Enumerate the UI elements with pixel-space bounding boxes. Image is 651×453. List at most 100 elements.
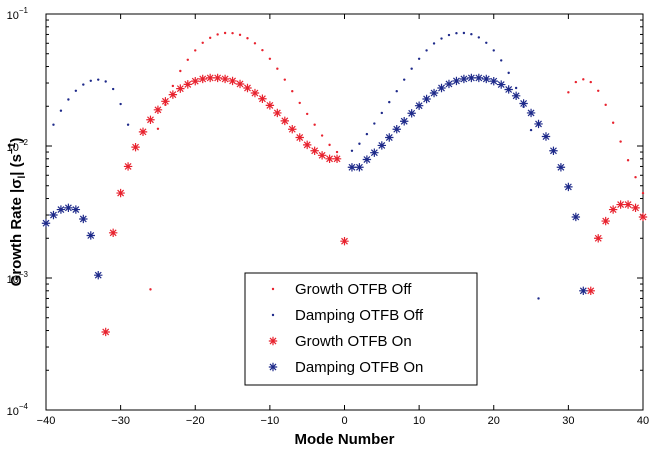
data-point-dot (574, 80, 578, 84)
x-tick-label: 40 (637, 415, 649, 427)
data-point-star (131, 142, 140, 152)
data-point-dot (253, 42, 257, 45)
data-point-dot (194, 49, 197, 52)
data-point-star (86, 231, 95, 240)
data-point-dot (403, 78, 406, 81)
data-point-star (116, 188, 125, 198)
y-axis-title-end: ) (8, 138, 25, 143)
data-point-dot (305, 112, 309, 116)
data-point-star (407, 109, 416, 118)
data-point-dot (500, 59, 503, 62)
data-point-star (325, 154, 334, 163)
data-point-star (250, 88, 260, 98)
data-point-star (288, 125, 297, 134)
data-point-star (564, 182, 573, 192)
y-tick-label-exponent: −1 (19, 6, 29, 15)
data-point-dot (388, 100, 391, 104)
y-axis-ticks: 10−410−310−210−1 (7, 6, 643, 418)
x-tick-label: −20 (186, 415, 205, 427)
data-point-dot (462, 31, 466, 35)
data-point-star (183, 80, 192, 89)
data-point-dot (313, 123, 316, 126)
legend-marker-star (268, 336, 278, 346)
data-point-dot (619, 140, 622, 143)
data-point-star (385, 133, 394, 142)
data-point-dot (537, 297, 540, 300)
data-point-dot (59, 109, 63, 112)
data-point-star (444, 79, 454, 89)
data-point-star (228, 76, 237, 86)
data-point-star (489, 76, 498, 86)
data-point-star (355, 163, 364, 172)
data-point-dot (365, 132, 369, 136)
data-point-dot (156, 127, 160, 130)
x-tick-label: 10 (413, 415, 425, 427)
data-point-dot (111, 87, 115, 91)
data-point-star (79, 214, 88, 224)
data-marks (41, 31, 648, 337)
data-point-dot (246, 37, 249, 40)
data-point-star (340, 237, 349, 246)
data-point-star (392, 125, 401, 134)
data-point-dot (604, 103, 607, 107)
data-point-star (571, 212, 581, 222)
legend-label: Damping OTFB On (295, 359, 423, 376)
x-tick-label: 20 (488, 415, 500, 427)
data-point-star (437, 83, 446, 93)
data-point-star (317, 151, 327, 160)
data-point-dot (186, 58, 189, 61)
data-point-dot (432, 42, 436, 45)
data-point-dot (208, 36, 212, 40)
data-point-star (146, 115, 155, 124)
data-point-star (71, 205, 81, 214)
data-point-dot (380, 111, 384, 115)
x-tick-label: −10 (261, 415, 280, 427)
data-point-dot (373, 122, 376, 125)
data-point-star (631, 203, 640, 213)
data-point-star (526, 108, 536, 118)
y-tick-label-base: 10 (7, 142, 19, 154)
y-tick-label: 10−2 (7, 138, 29, 154)
data-point-dot (350, 149, 354, 152)
data-point-dot (119, 102, 122, 106)
y-tick-label-base: 10 (7, 274, 19, 286)
data-point-star (556, 163, 566, 172)
data-point-star (258, 94, 267, 103)
data-point-star (474, 73, 484, 83)
data-point-dot (492, 49, 495, 52)
data-point-star (519, 99, 528, 108)
data-point-star (608, 205, 618, 214)
x-tick-label: −30 (111, 415, 130, 427)
series-growth-otfb-on (101, 73, 648, 337)
data-point-star (459, 74, 469, 84)
data-point-star (414, 101, 424, 110)
data-point-star (220, 74, 230, 84)
data-point-star (579, 286, 588, 295)
data-point-dot (514, 86, 518, 90)
data-point-dot (395, 90, 398, 93)
data-point-star (347, 163, 357, 172)
data-point-dot (298, 101, 301, 105)
data-point-star (273, 108, 282, 118)
data-point-dot (89, 79, 92, 82)
y-tick-label: 10−4 (7, 402, 29, 418)
y-tick-label-base: 10 (7, 10, 19, 22)
data-point-dot (328, 143, 331, 147)
y-tick-label-exponent: −3 (19, 270, 29, 279)
data-point-star (497, 80, 506, 89)
legend-entries: Growth OTFB Off Damping OTFB Off Growth OT… (268, 281, 424, 376)
data-point-star (56, 205, 66, 214)
data-point-star (41, 219, 51, 228)
data-point-star (422, 94, 431, 104)
data-point-star (467, 73, 476, 83)
data-point-star (108, 228, 118, 237)
data-point-star (549, 146, 558, 155)
data-point-dot (440, 37, 443, 40)
data-point-dot (82, 83, 85, 86)
data-point-dot (470, 33, 473, 36)
legend-marker-dot (271, 287, 275, 291)
data-point-star (638, 212, 648, 222)
data-point-star (332, 154, 342, 163)
x-tick-label: 30 (562, 415, 574, 427)
legend-label: Growth OTFB On (295, 333, 412, 350)
